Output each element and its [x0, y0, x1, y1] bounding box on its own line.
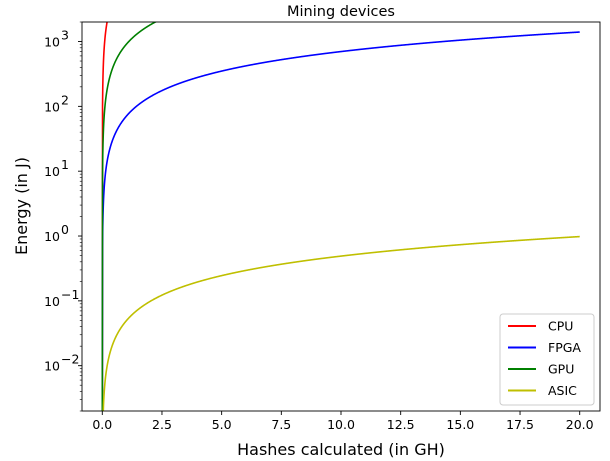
y-tick-label: 10 [44, 294, 60, 309]
series-layer [101, 22, 580, 411]
x-tick-label: 15.0 [446, 417, 474, 432]
legend-label-gpu: GPU [548, 362, 574, 377]
y-tick-exponent: 2 [61, 92, 69, 107]
y-tick-label: 10 [44, 229, 60, 244]
legend-box [499, 313, 595, 406]
y-tick-exponent: 3 [61, 28, 69, 43]
legend-label-fpga: FPGA [548, 340, 581, 355]
chart-title: Mining devices [287, 4, 395, 20]
legend-label-cpu: CPU [548, 319, 573, 334]
x-tick-label: 10.0 [327, 417, 355, 432]
x-tick-label: 2.5 [152, 417, 172, 432]
x-axis: 0.0 2.5 5.0 7.5 10.0 12.5 15.0 17.5 20.0 [92, 411, 594, 432]
x-tick-label: 0.0 [92, 417, 112, 432]
y-tick-label: 10 [44, 99, 60, 114]
x-tick-label: 12.5 [387, 417, 415, 432]
y-tick-exponent: 0 [61, 222, 69, 237]
x-tick-label: 20.0 [566, 417, 594, 432]
x-axis-label: Hashes calculated (in GH) [237, 440, 445, 459]
y-tick-exponent: −1 [61, 287, 79, 302]
x-tick-label: 5.0 [212, 417, 232, 432]
y-axis-label: Energy (in J) [12, 157, 31, 255]
series-line-fpga [101, 31, 580, 411]
legend: CPU FPGA GPU ASIC [499, 313, 595, 406]
y-tick-exponent: −2 [61, 352, 79, 367]
legend-label-asic: ASIC [548, 383, 577, 398]
y-tick-label: 10 [44, 359, 60, 374]
series-line-asic [102, 235, 580, 411]
y-tick-label: 10 [44, 164, 60, 179]
x-tick-label: 17.5 [506, 417, 534, 432]
y-tick-label: 10 [44, 35, 60, 50]
y-tick-exponent: 1 [61, 157, 69, 172]
x-tick-label: 7.5 [271, 417, 291, 432]
